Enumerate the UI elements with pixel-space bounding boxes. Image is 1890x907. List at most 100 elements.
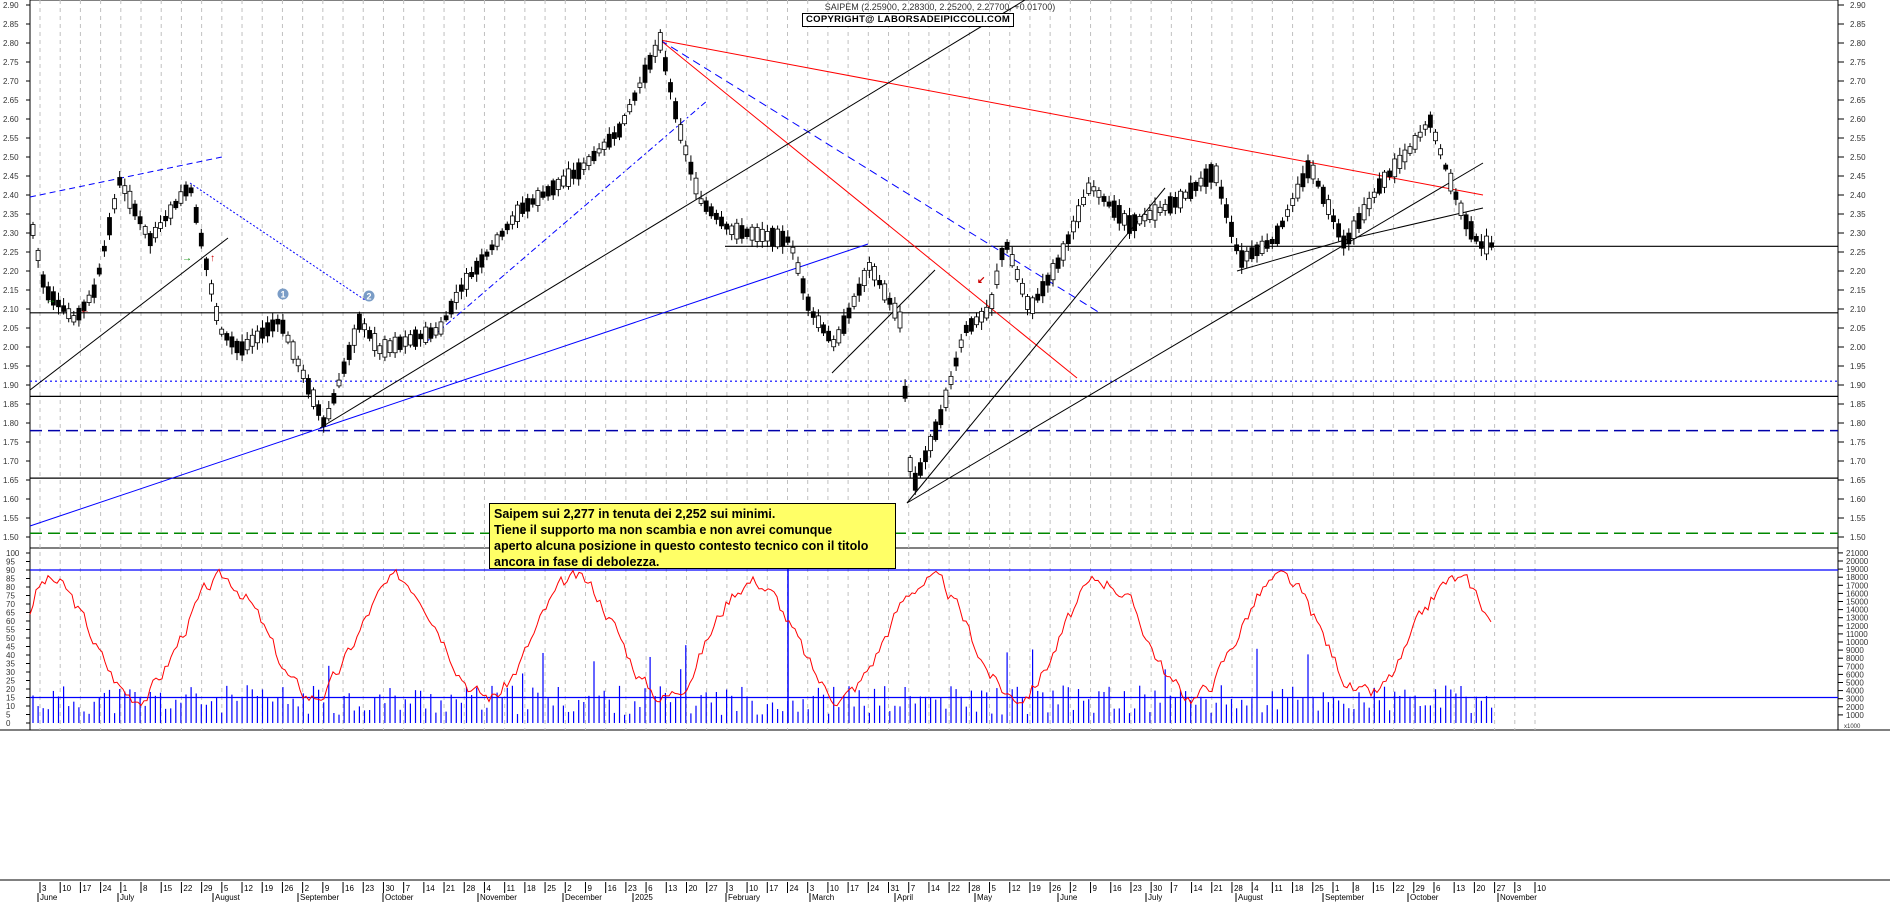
y-tick-label-right: 1.80 xyxy=(1850,419,1866,428)
candle-body xyxy=(520,202,525,214)
trendline xyxy=(659,39,1101,314)
osc-tick-label: 100 xyxy=(6,549,20,558)
candle-body xyxy=(1188,182,1194,199)
candle-body xyxy=(198,232,204,247)
y-tick-label-left: 2.35 xyxy=(3,210,19,219)
osc-tick-label: 10 xyxy=(6,702,15,711)
x-day-label: 10 xyxy=(830,884,839,893)
trendline xyxy=(189,182,366,301)
candle-body xyxy=(800,278,806,294)
candle-body xyxy=(137,216,143,225)
candle-body xyxy=(1356,213,1362,229)
volume-tick-label: 13000 xyxy=(1846,614,1869,623)
candle-body xyxy=(1009,254,1015,267)
x-day-label: 22 xyxy=(183,884,192,893)
x-day-label: 19 xyxy=(264,884,273,893)
signal-arrow-icon: → xyxy=(46,295,56,306)
candle-body xyxy=(683,145,689,156)
candle-body xyxy=(979,310,984,323)
candle-body xyxy=(479,254,485,268)
x-month-label: May xyxy=(977,893,992,902)
candle-body xyxy=(1101,196,1107,202)
y-tick-label-left: 2.70 xyxy=(3,77,19,86)
candle-body xyxy=(305,378,311,395)
x-day-label: 14 xyxy=(1194,884,1203,893)
candle-body xyxy=(1122,213,1127,226)
candle-body xyxy=(581,162,587,170)
y-tick-label-right: 2.60 xyxy=(1850,115,1866,124)
candle-body xyxy=(224,333,230,341)
x-day-label: 26 xyxy=(284,884,293,893)
volume-tick-label: 11000 xyxy=(1846,630,1868,639)
candle-body xyxy=(770,227,775,247)
candle-body xyxy=(938,409,944,426)
candle-body xyxy=(1014,269,1020,280)
osc-tick-label: 95 xyxy=(6,558,15,567)
candle-body xyxy=(1208,164,1214,183)
volume-tick-label: 20000 xyxy=(1846,557,1869,566)
candle-body xyxy=(816,315,821,329)
x-day-label: 3 xyxy=(42,884,47,893)
candle-body xyxy=(749,226,755,241)
x-day-label: 15 xyxy=(163,884,172,893)
candle-body xyxy=(693,177,699,195)
y-tick-label-left: 1.80 xyxy=(3,419,19,428)
x-month-label: August xyxy=(215,893,241,902)
candle-body xyxy=(336,379,342,387)
x-day-label: 3 xyxy=(1517,884,1522,893)
trendline xyxy=(659,39,1484,196)
x-day-label: 24 xyxy=(103,884,112,893)
candle-body xyxy=(1366,197,1372,210)
candle-body xyxy=(928,435,933,452)
candle-body xyxy=(392,336,398,354)
candle-body xyxy=(1030,297,1035,314)
candle-body xyxy=(285,334,291,343)
x-day-label: 7 xyxy=(911,884,916,893)
candle-body xyxy=(45,286,51,301)
x-day-label: 16 xyxy=(608,884,617,893)
candle-body xyxy=(754,227,760,242)
candle-body xyxy=(999,247,1005,261)
candle-body xyxy=(331,393,337,404)
candle-body xyxy=(622,115,627,125)
candle-body xyxy=(1178,190,1183,209)
volume-tick-label: 9000 xyxy=(1846,646,1864,655)
candle-body xyxy=(729,225,735,235)
volume-tick-label: 8000 xyxy=(1846,654,1864,663)
trendline xyxy=(831,269,936,374)
x-day-label: 21 xyxy=(1214,884,1223,893)
x-day-label: 3 xyxy=(729,884,734,893)
x-month-label: February xyxy=(728,893,760,902)
candle-body xyxy=(1479,241,1484,249)
candle-body xyxy=(107,217,112,236)
candle-body xyxy=(688,161,694,175)
y-tick-label-right: 2.75 xyxy=(1850,58,1866,67)
candle-body xyxy=(984,306,990,319)
x-day-label: 27 xyxy=(709,884,718,893)
candle-body xyxy=(1275,225,1280,245)
candle-body xyxy=(122,185,128,194)
candle-body xyxy=(856,283,862,296)
x-day-label: 5 xyxy=(224,884,229,893)
x-day-label: 23 xyxy=(628,884,637,893)
y-tick-label-right: 1.90 xyxy=(1850,381,1866,390)
x-day-label: 16 xyxy=(1113,884,1122,893)
candle-body xyxy=(351,328,357,346)
candle-body xyxy=(591,150,597,162)
candle-body xyxy=(780,230,786,247)
candle-body xyxy=(71,315,77,323)
candle-body xyxy=(1407,146,1413,154)
x-day-label: 14 xyxy=(931,884,940,893)
candle-body xyxy=(892,302,898,319)
candle-body xyxy=(933,421,939,440)
candle-body xyxy=(30,224,36,236)
candle-body xyxy=(183,184,189,197)
x-day-label: 7 xyxy=(406,884,411,893)
candle-body xyxy=(346,344,352,360)
candle-body xyxy=(703,200,709,212)
candle-body xyxy=(918,462,923,476)
candle-body xyxy=(714,212,719,220)
oscillator-line xyxy=(29,568,1492,707)
x-month-label: June xyxy=(40,893,58,902)
